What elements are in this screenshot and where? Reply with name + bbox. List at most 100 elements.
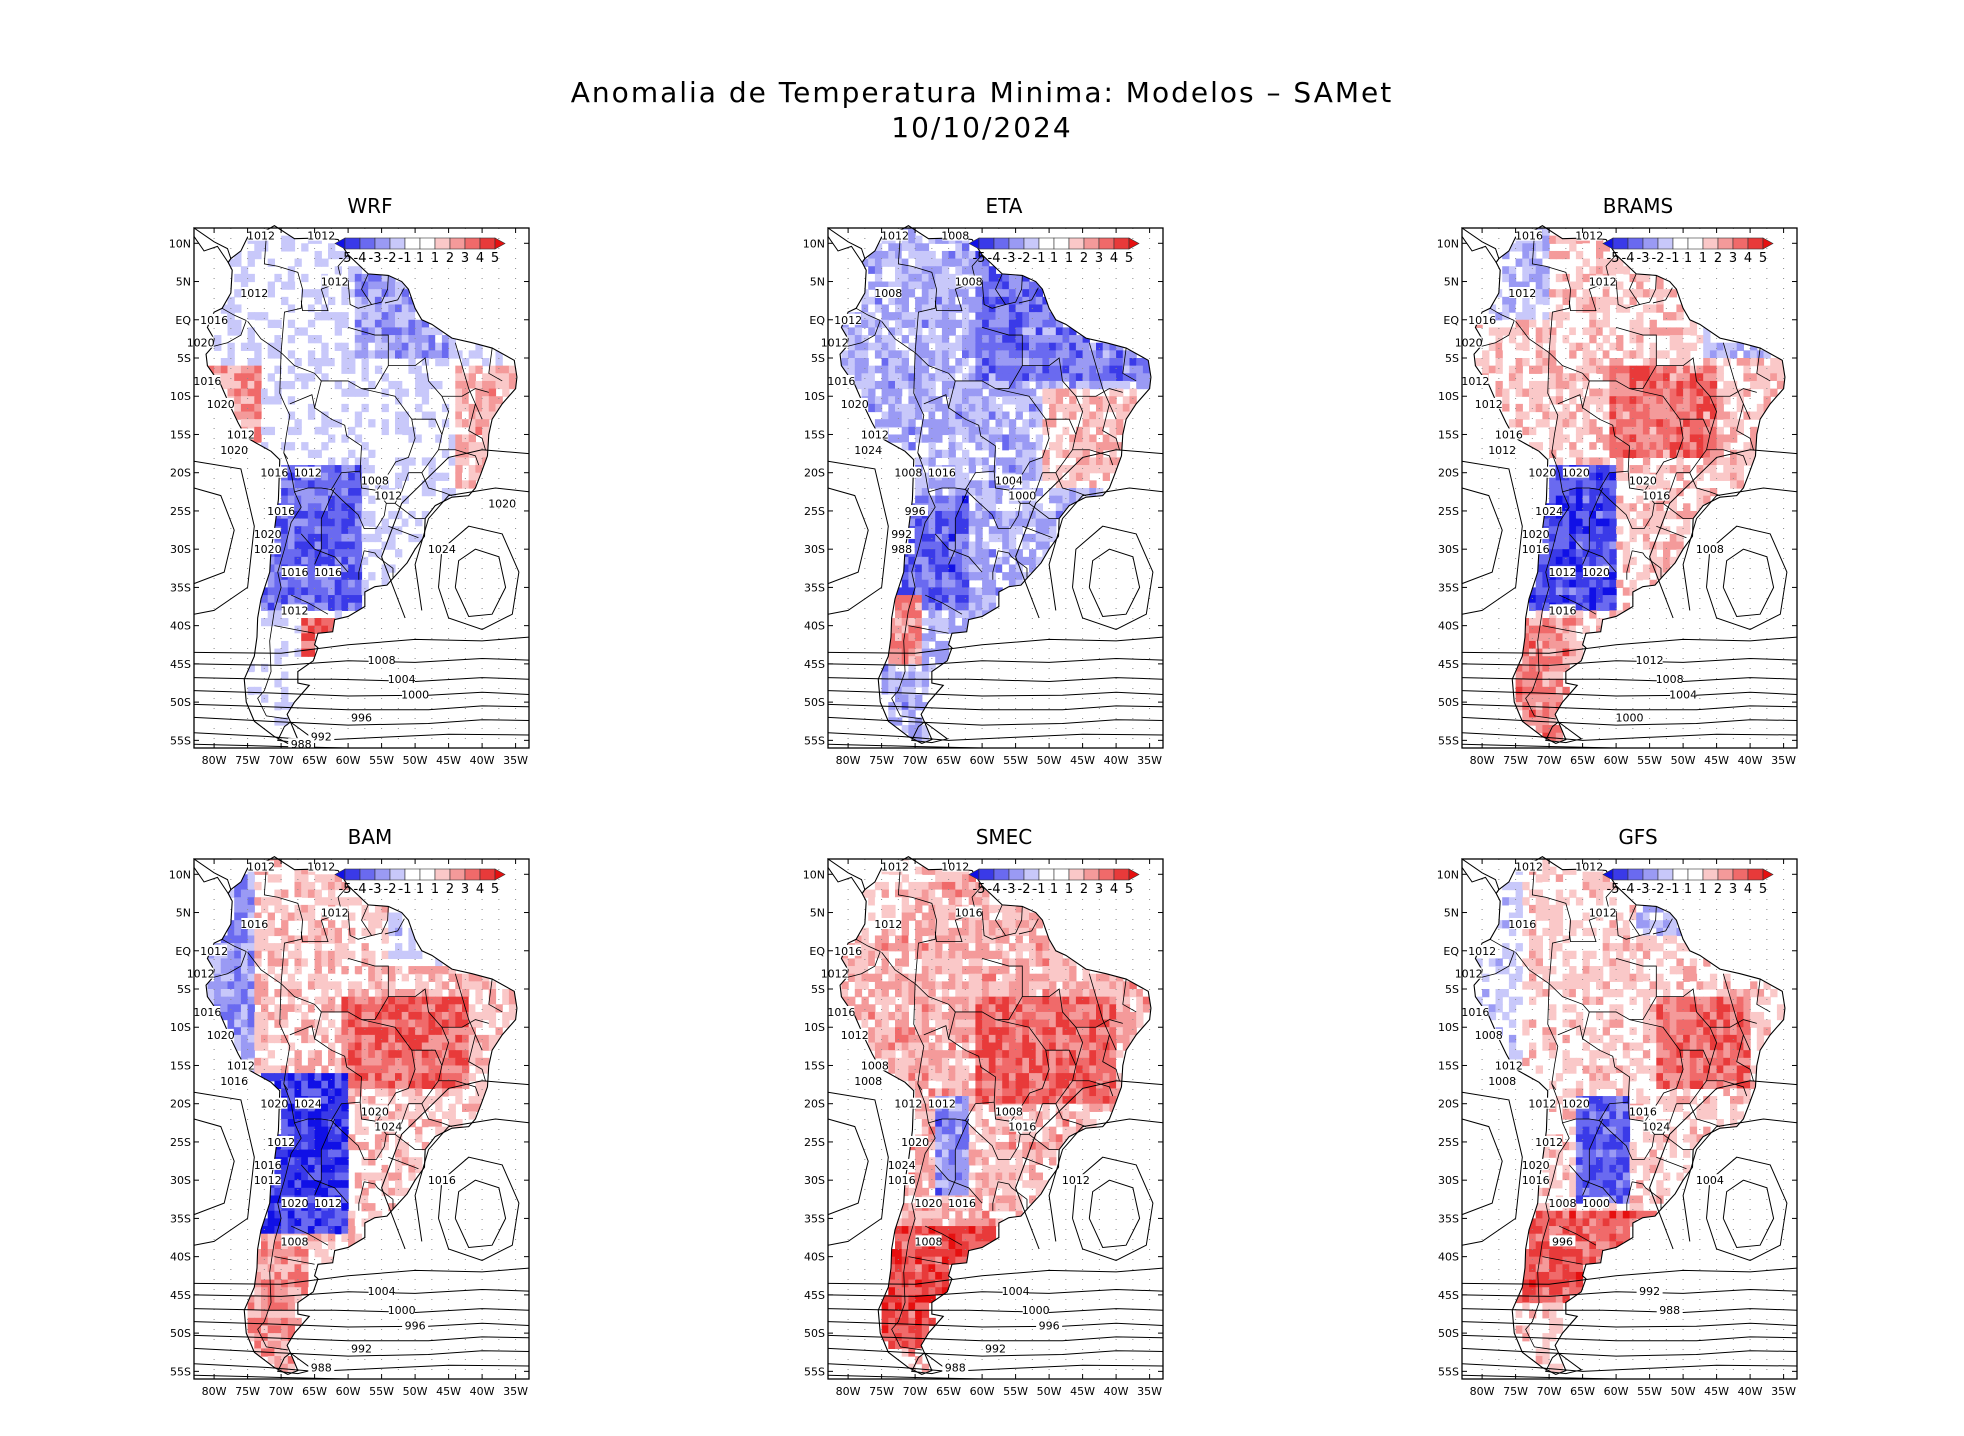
lon-tick-label: 65W [302,754,327,767]
isobar-label: 1016 [827,375,855,388]
lon-tick-label: 75W [869,754,894,767]
lat-tick-label: 10N [169,237,191,250]
colorbar-label: -3 [369,882,382,897]
isobar-label: 996 [905,505,926,518]
colorbar-label: 3 [1095,882,1103,897]
isobar-label: 1004 [1002,1285,1030,1298]
colorbar-label: 2 [446,882,454,897]
isobar-label: 1012 [1455,968,1483,981]
isobar-label: 1020 [1562,467,1590,480]
colorbar-label: -2 [1652,882,1665,897]
lat-tick-label: 25S [804,505,825,518]
isobar-label: 1012 [281,604,309,617]
anomaly-field [841,228,1151,741]
isobar-label: 1012 [1495,1059,1523,1072]
isobar-label: 1016 [193,375,221,388]
lat-tick-label: EQ [175,945,191,958]
lat-tick-label: 10S [804,390,825,403]
isobar-label: 1020 [1528,467,1556,480]
lon-tick-label: 80W [202,1385,227,1398]
lat-tick-label: 25S [804,1136,825,1149]
colorbar-label: -4 [988,251,1001,266]
isobar-label: 1012 [374,490,402,503]
lat-tick-label: 30S [804,1174,825,1187]
isobar-label: 996 [1039,1319,1060,1332]
isobar-label: 1004 [368,1285,396,1298]
lat-tick-label: 55S [804,1365,825,1378]
lat-axis: 10N 5N EQ 5S 10S 15S 20S 25S 30S 35S 40S 45S 50S 55S [169,237,529,747]
isobar-label: 1020 [488,497,516,510]
isobar-label: 1012 [1589,276,1617,289]
lon-tick-label: 80W [836,754,861,767]
map-frame [827,227,1164,749]
isobars: 1012 1012 1012 1016 1012 1012 1016 1020 1012 1016… [187,860,530,1380]
isobar-label: 1020 [1522,1159,1550,1172]
lon-tick-label: 65W [1570,754,1595,767]
isobar-label: 1012 [307,230,335,243]
isobar-label: 1000 [401,688,429,701]
lon-tick-label: 45W [1070,754,1095,767]
lon-tick-label: 35W [1771,754,1796,767]
lon-tick-label: 80W [836,1385,861,1398]
isobar-label: 1012 [1515,861,1543,874]
colorbar-label: -3 [1637,251,1650,266]
isobar-label: 1012 [821,968,849,981]
panel-title: WRF [347,194,393,218]
isobar-label: 992 [891,528,912,541]
lat-axis: 10N 5N EQ 5S 10S 15S 20S 25S 30S 35S 40S 45S 50S 55S [803,237,1163,747]
isobar-label: 1004 [995,474,1023,487]
colorbar: -5 -4 -3 -2 -1 1 1 2 3 4 5 [968,868,1140,897]
isobar-label: 988 [945,1362,966,1375]
isobar-label: 1012 [881,861,909,874]
lat-tick-label: 40S [170,1251,191,1264]
central-america-coast [193,858,232,895]
isobar-label: 1016 [1642,490,1670,503]
isobar-label: 1012 [1475,398,1503,411]
isobar-label: 1012 [321,276,349,289]
lat-tick-label: 30S [1438,1174,1459,1187]
lat-tick-label: 5N [810,276,825,289]
isobar-label: 1020 [915,1197,943,1210]
lon-tick-label: 60W [1604,1385,1629,1398]
isobar-label: 1008 [361,474,389,487]
lon-tick-label: 60W [1604,754,1629,767]
isobar-label: 1012 [1528,1098,1556,1111]
isobar-label: 1020 [254,543,282,556]
isobar-label: 1020 [187,337,215,350]
lat-tick-label: 50S [1438,696,1459,709]
main-title: Anomalia de Temperatura Minima: Modelos … [570,76,1394,109]
lon-tick-label: 40W [1738,754,1763,767]
lat-tick-label: 50S [170,1327,191,1340]
isobar-label: 1008 [281,1235,309,1248]
colorbar: -5 -4 -3 -2 -1 1 1 2 3 4 5 [1602,237,1774,266]
lat-tick-label: 45S [804,658,825,671]
tierra-del-fuego [1544,1352,1583,1375]
isobar-label: 992 [311,731,332,744]
colorbar-label: 3 [461,882,469,897]
isobar-label: 1012 [254,1174,282,1187]
colorbar-label: 4 [1110,251,1118,266]
lat-tick-label: 30S [1438,543,1459,556]
isobar-label: 1020 [1629,474,1657,487]
lat-tick-label: 30S [170,543,191,556]
colorbar-label: -5 [973,882,986,897]
isobar-label: 1016 [948,1197,976,1210]
lat-tick-label: 5S [177,352,191,365]
lon-tick-label: 50W [1671,754,1696,767]
isobar-label: 1012 [227,428,255,441]
map-svg: 1012 1008 1008 1008 1012 1012 1016 1020 1012 1024… [803,225,1164,767]
isobar-label: 1012 [240,287,268,300]
lat-tick-label: 5N [810,907,825,920]
isobar-label: 1012 [307,861,335,874]
colorbar-label: 1 [416,251,424,266]
colorbar-label: -4 [988,882,1001,897]
lon-tick-label: 35W [1137,1385,1162,1398]
lat-tick-label: EQ [1443,945,1459,958]
isobar-label: 1008 [995,1105,1023,1118]
isobar-label: 1024 [428,543,456,556]
isobar-label: 996 [351,711,372,724]
graticule [1481,859,1785,1379]
isobar-label: 1008 [861,1059,889,1072]
colorbar: -5 -4 -3 -2 -1 1 1 2 3 4 5 [968,237,1140,266]
isobar-label: 1012 [1589,907,1617,920]
